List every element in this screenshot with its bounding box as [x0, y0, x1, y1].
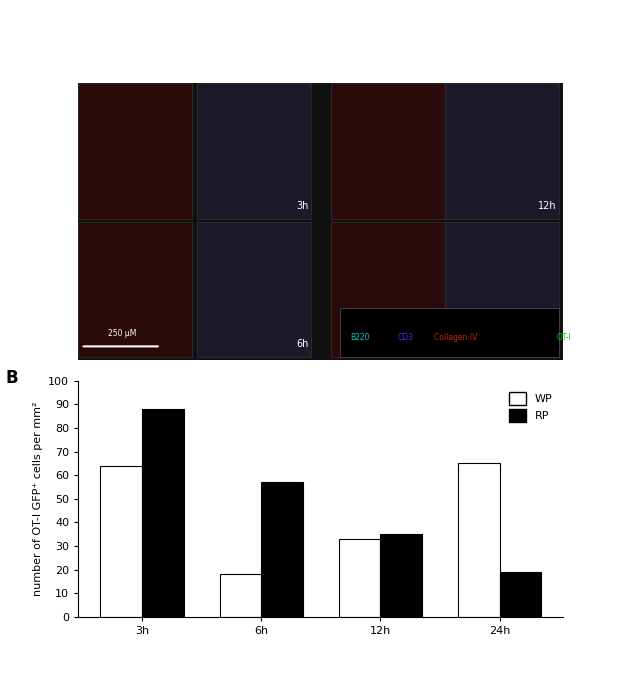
Text: 250 μM: 250 μM: [108, 329, 136, 338]
Text: Collagen IV: Collagen IV: [434, 333, 478, 342]
Bar: [197, 222, 311, 358]
Bar: [331, 83, 444, 219]
Text: B: B: [6, 369, 18, 387]
Bar: [500, 572, 541, 617]
Text: B220: B220: [350, 333, 369, 342]
Bar: [100, 466, 142, 617]
Bar: [458, 464, 500, 617]
Bar: [444, 83, 558, 219]
Bar: [381, 534, 422, 617]
Y-axis label: number of OT-I GFP⁺ cells per mm²: number of OT-I GFP⁺ cells per mm²: [33, 401, 43, 596]
Bar: [339, 539, 381, 617]
Bar: [444, 222, 558, 358]
Text: 3h: 3h: [296, 200, 309, 211]
Bar: [220, 574, 261, 617]
Bar: [197, 83, 311, 219]
Bar: [142, 409, 184, 617]
Text: CD3: CD3: [398, 333, 414, 342]
Text: 6h: 6h: [296, 339, 309, 349]
Text: OT-I: OT-I: [557, 333, 572, 342]
Bar: [78, 222, 192, 358]
Bar: [341, 308, 558, 358]
Text: 24h: 24h: [538, 339, 556, 349]
Bar: [331, 222, 444, 358]
Text: 12h: 12h: [538, 200, 556, 211]
Bar: [261, 482, 303, 617]
Bar: [78, 83, 192, 219]
Legend: WP, RP: WP, RP: [503, 386, 558, 428]
